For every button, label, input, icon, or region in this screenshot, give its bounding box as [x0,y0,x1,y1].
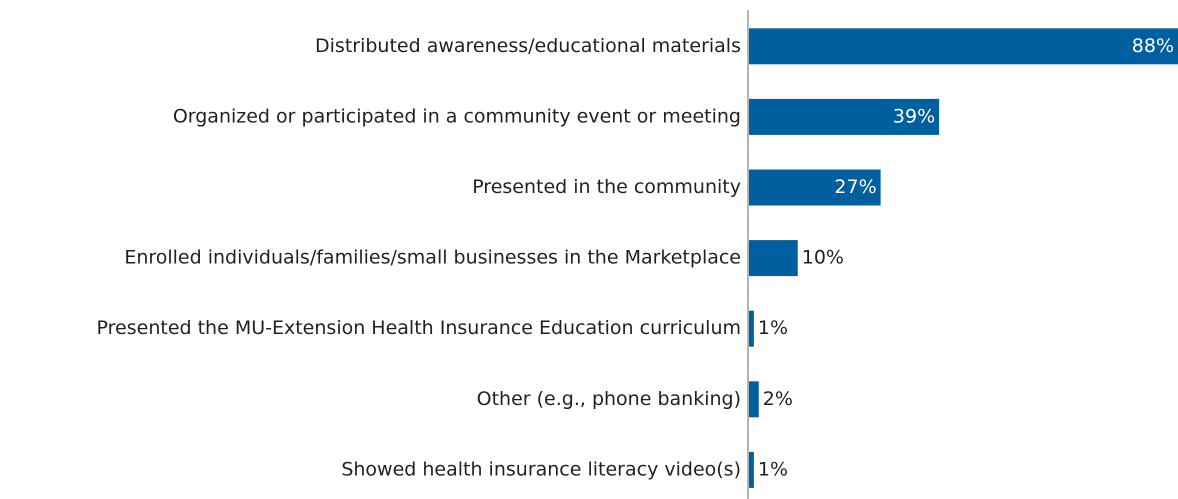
category-label: Other (e.g., phone banking) [477,388,741,410]
value-label: 27% [834,176,876,198]
bar [749,169,881,206]
value-label: 39% [893,105,935,127]
category-label: Presented in the community [472,176,741,198]
value-label: 10% [802,247,844,269]
category-label: Organized or participated in a community… [173,105,741,127]
value-label: 88% [1132,35,1174,57]
value-label: 1% [758,458,788,480]
value-label: 1% [758,317,788,339]
bar [749,451,754,488]
bar [749,98,940,135]
category-label: Enrolled individuals/families/small busi… [124,247,741,269]
bar [749,240,798,277]
bar [749,310,754,347]
value-label: 2% [763,388,793,410]
category-label: Distributed awareness/educational materi… [315,35,741,57]
category-label: Presented the MU-Extension Health Insura… [97,317,741,339]
bar [749,381,759,418]
category-label: Showed health insurance literacy video(s… [341,458,741,480]
bar [749,28,1178,65]
